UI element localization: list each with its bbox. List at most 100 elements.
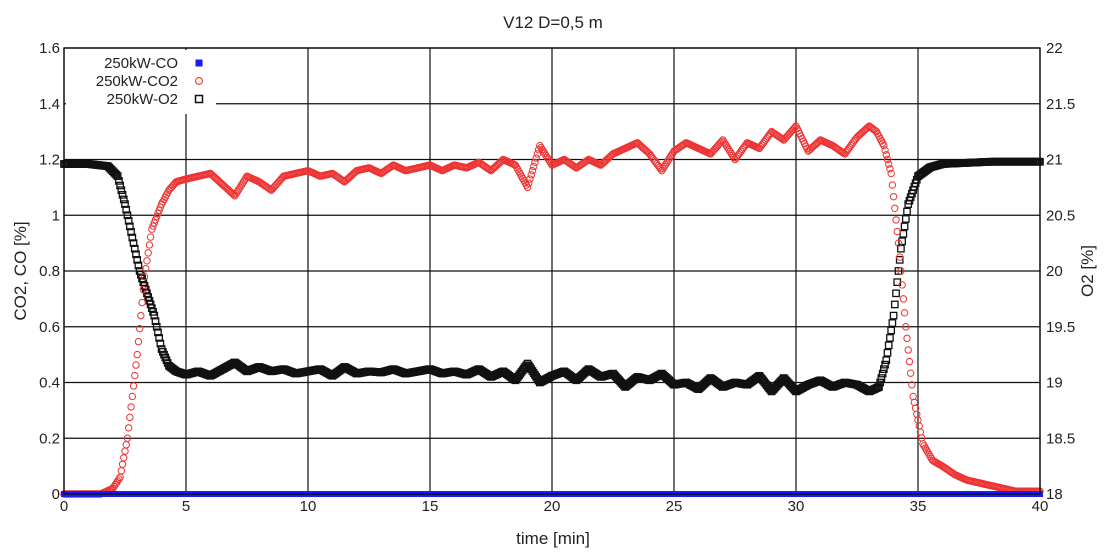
y2-tick-label: 21.5 [1046,96,1075,113]
legend-marker [195,59,203,67]
data-point [116,181,124,190]
y2-tick-label: 20 [1046,263,1063,280]
x-tick-label: 0 [60,498,68,515]
data-point [539,147,548,156]
y2-tick-label: 19 [1046,375,1063,392]
data-point [538,145,546,154]
plot-frame [63,47,1041,495]
x-axis-title: time [min] [516,529,590,548]
data-point [122,205,131,214]
data-point [882,151,890,159]
legend-marker [194,94,204,104]
data-point [532,154,540,162]
data-point [665,155,673,163]
data-point [898,281,906,289]
data-point [892,289,900,298]
data-point [893,227,901,236]
data-point [140,272,149,281]
y2-tick-label: 22 [1046,40,1063,57]
data-point [133,255,142,264]
data-point [533,150,542,158]
legend-background [66,50,216,114]
data-point [725,146,733,154]
data-point [111,481,119,489]
data-point [726,147,734,156]
data-point [117,186,126,195]
data-point [124,424,133,432]
y2-tick-label: 20.5 [1046,207,1075,224]
data-point [544,155,553,163]
data-point [134,337,143,346]
data-point [152,322,161,331]
data-point [658,166,666,175]
y2-tick-label: 18.5 [1046,430,1075,447]
data-point [127,228,135,236]
y-tick-label: 1 [52,207,60,224]
data-point [888,181,897,189]
data-point [126,413,134,422]
data-point [138,298,146,307]
data-point [118,190,127,199]
data-point [666,153,675,161]
data-point [154,209,162,218]
data-point [884,341,893,350]
data-point [131,371,139,380]
data-point [894,239,903,247]
data-point [129,382,138,390]
legend-label: 250kW-CO2 [96,73,178,90]
data-point [899,229,908,238]
data-point [722,142,731,150]
data-point [128,392,137,401]
x-tick-label: 25 [666,498,683,515]
data-point [126,222,134,231]
data-point [150,219,158,227]
data-point [119,195,128,204]
data-point [151,216,160,224]
data-point [525,179,533,187]
y-tick-label: 0.2 [39,430,60,447]
data-point [233,188,241,196]
data-point [543,153,551,161]
data-point [643,147,651,156]
data-point [112,479,121,487]
data-point [886,165,894,173]
data-point [144,249,152,257]
data-point [128,233,137,242]
data-point [139,285,148,294]
data-point [231,192,239,200]
data-point [536,141,544,150]
data-point [887,326,896,335]
data-point [891,204,899,212]
data-point [540,149,549,158]
data-point [895,255,904,264]
data-point [878,369,887,378]
data-point [238,180,246,188]
y-tick-label: 1.6 [39,40,60,57]
data-point [155,334,164,342]
data-point [228,189,237,198]
data-point [526,175,534,183]
data-point [875,383,883,391]
data-point [905,357,914,366]
data-point [908,381,916,389]
x-tick-label: 35 [910,498,927,515]
data-point [137,311,145,320]
data-point [721,140,729,148]
data-point [902,323,910,331]
data-point [115,475,123,483]
data-point [883,155,892,164]
data-point [660,163,668,171]
y2-tick-label: 19.5 [1046,319,1075,336]
data-point [534,146,543,154]
data-point [888,319,897,327]
data-point [881,360,889,369]
y2-tick-label: 21 [1046,152,1063,169]
y2-axis-title: O2 [%] [1078,245,1097,297]
data-point [154,328,162,337]
data-point [885,160,893,168]
data-point [150,311,159,320]
data-point [232,190,240,198]
data-point [151,317,160,326]
